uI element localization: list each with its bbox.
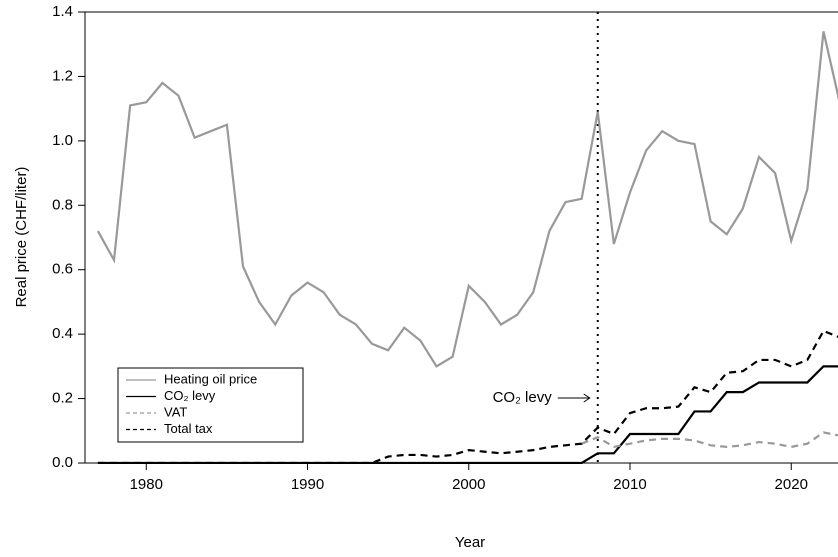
- plot-area: [96, 12, 838, 464]
- y-tick-label: 0.0: [52, 454, 73, 471]
- y-tick-label: 1.2: [52, 67, 73, 84]
- x-tick-label: 2010: [613, 476, 646, 493]
- y-tick-label: 0.6: [52, 261, 73, 278]
- legend-label: Heating oil price: [164, 371, 257, 386]
- annotation-arrowhead: [583, 393, 591, 403]
- y-tick-label: 1.0: [52, 132, 73, 149]
- axes: 0.0 0.2 0.4 0.6 0.8 1.0 1.2 1.4 1980 1990 2000 2010…: [52, 3, 808, 493]
- y-axis-label: Real price (CHF/liter): [13, 167, 30, 308]
- x-tick-label: 1990: [291, 476, 324, 493]
- series-line: [581, 431, 838, 449]
- x-tick-label: 1980: [130, 476, 163, 493]
- x-tick-label: 2000: [452, 476, 485, 493]
- legend-label: Total tax: [164, 421, 213, 436]
- y-tick-label: 0.4: [52, 325, 73, 342]
- x-tick-label: 2020: [775, 476, 808, 493]
- x-axis-label: Year: [455, 534, 485, 551]
- y-tick-label: 1.4: [52, 3, 73, 20]
- series-line: [97, 329, 838, 464]
- legend-label: VAT: [164, 404, 187, 419]
- annotation: CO₂ levy: [493, 389, 553, 406]
- y-tick-label: 0.2: [52, 390, 73, 407]
- series-line: [96, 31, 838, 368]
- legend-label: CO₂ levy: [164, 388, 216, 403]
- y-tick-label: 0.8: [52, 196, 73, 213]
